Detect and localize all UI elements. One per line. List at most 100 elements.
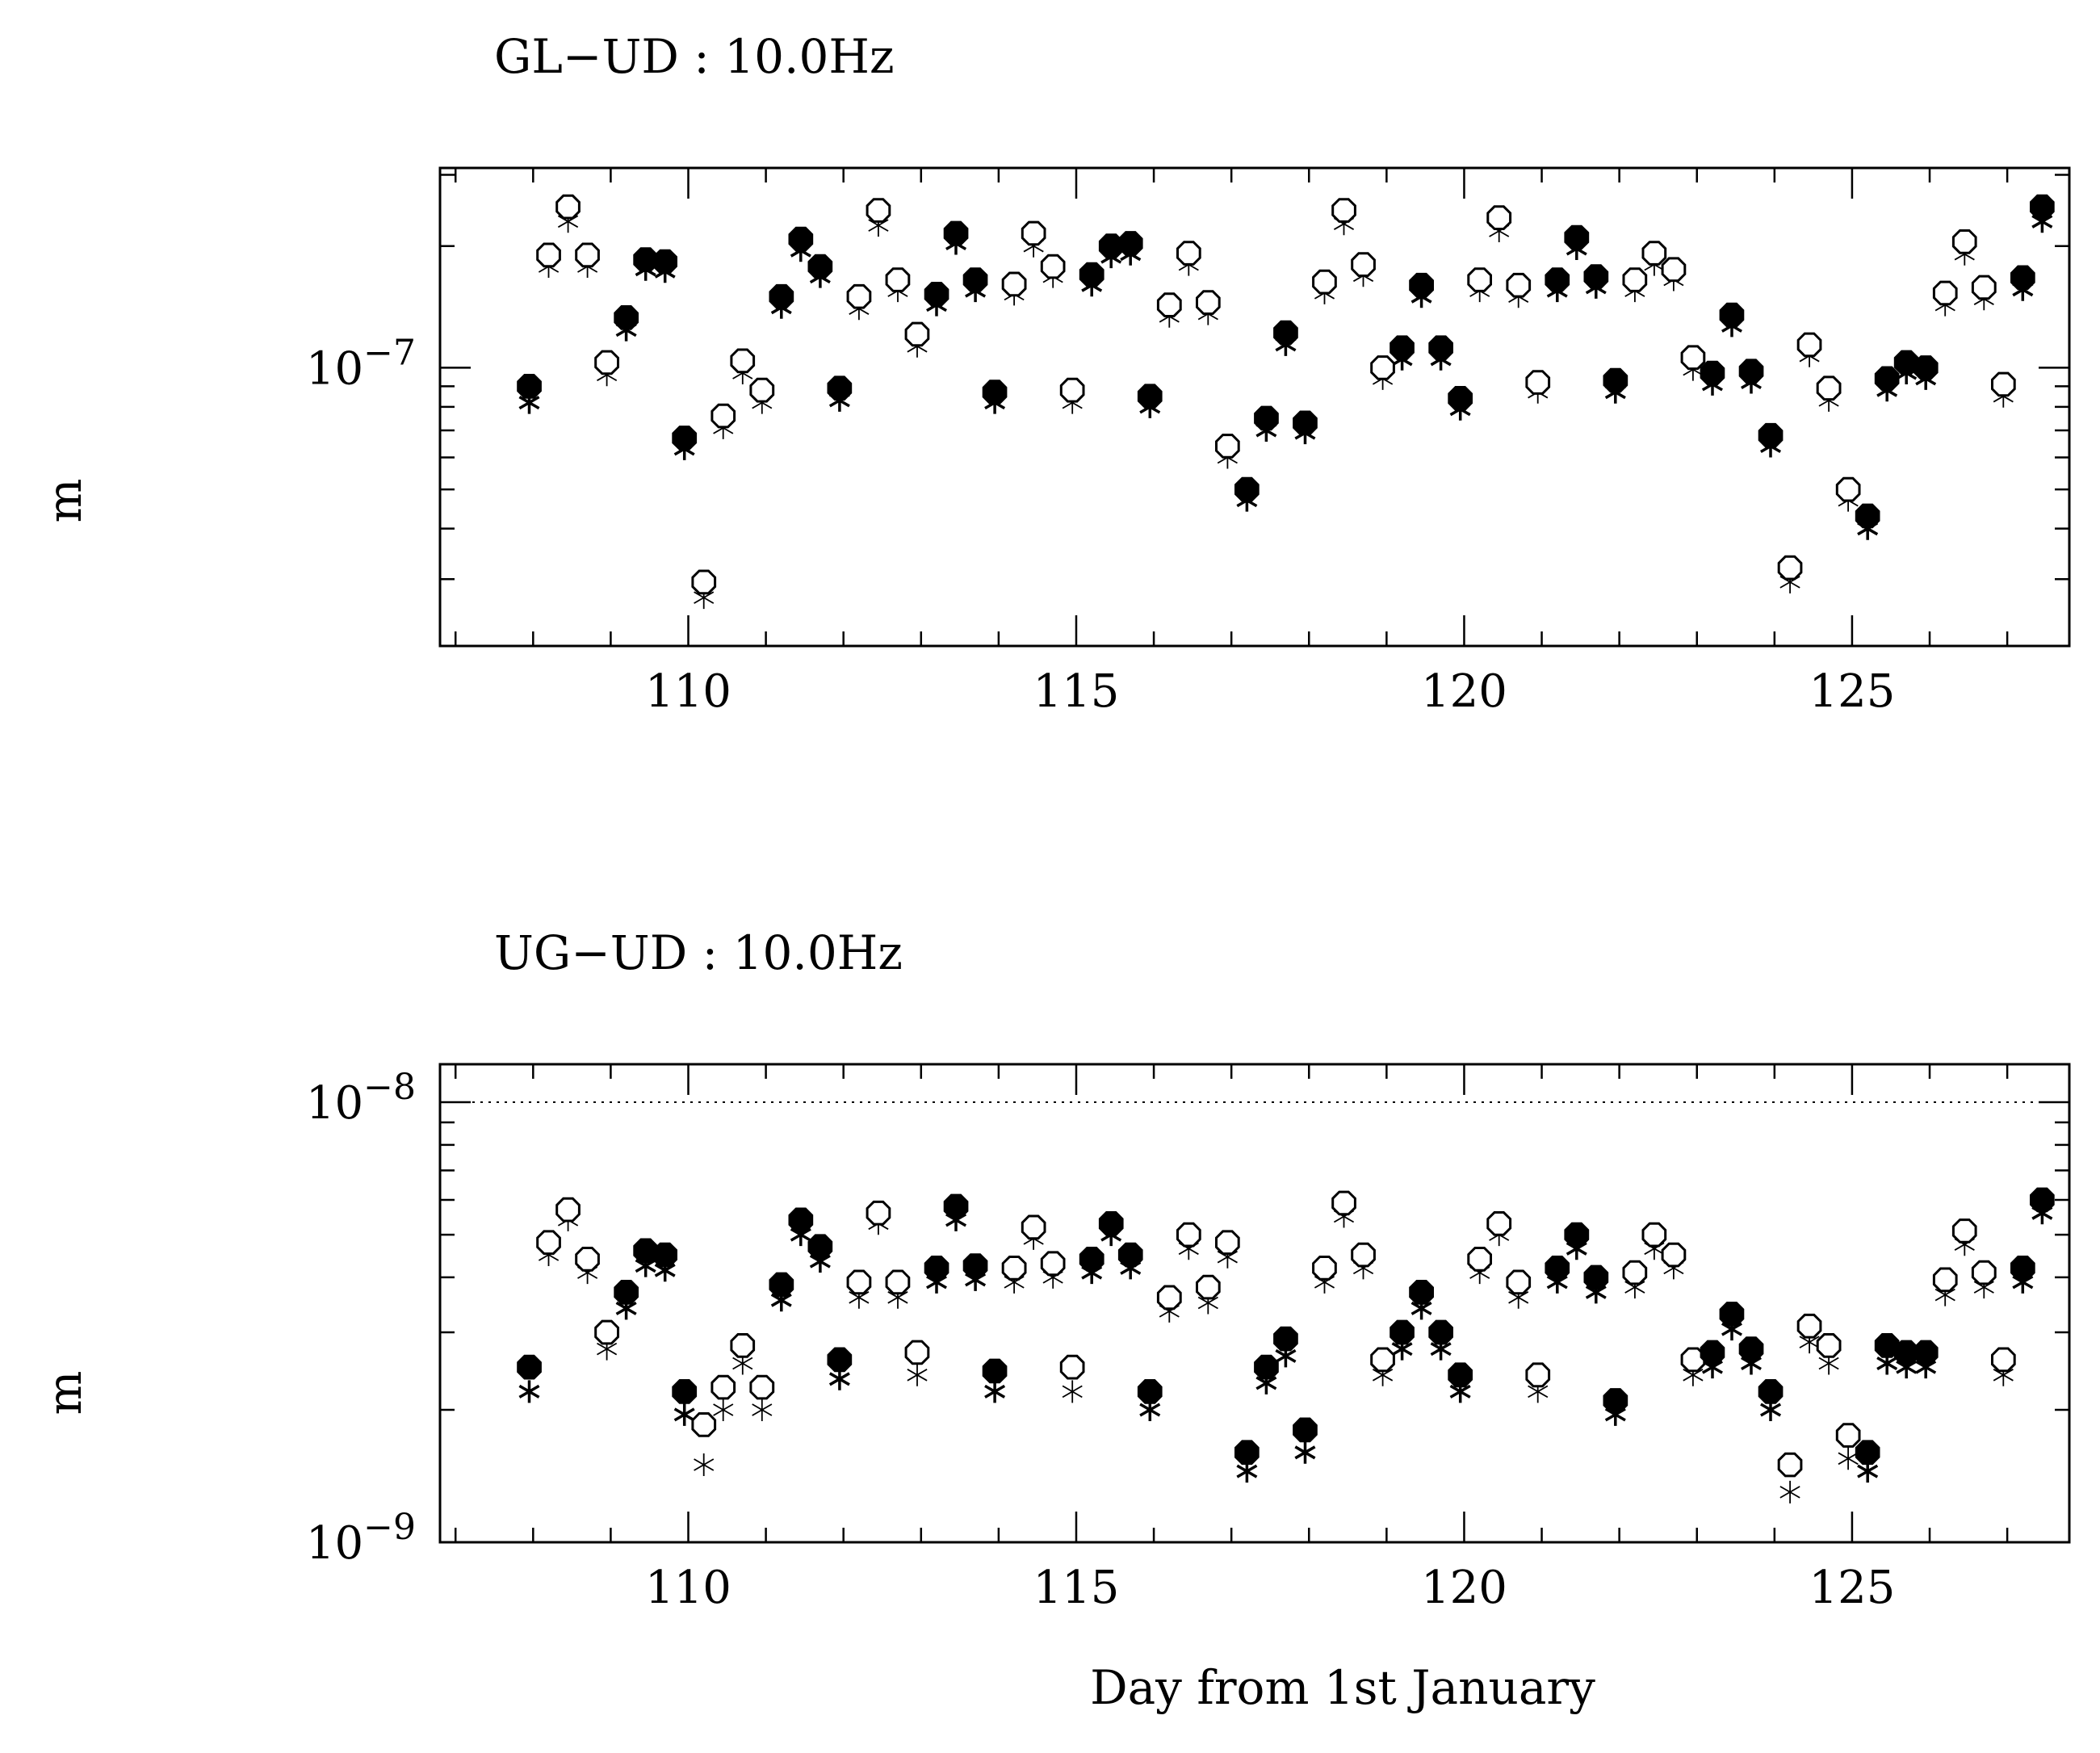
open-octagon-point bbox=[1370, 1347, 1395, 1373]
open-octagon-point bbox=[885, 1269, 911, 1295]
filled-octagon-point bbox=[1603, 367, 1628, 393]
open-octagon-point bbox=[594, 350, 619, 375]
open-octagon-point bbox=[904, 321, 930, 347]
filled-octagon-point bbox=[1855, 503, 1880, 529]
open-octagon-point bbox=[1661, 257, 1687, 283]
filled-octagon-point bbox=[2010, 1256, 2035, 1281]
asterisk-point bbox=[673, 1403, 695, 1426]
filled-octagon-point bbox=[1254, 405, 1279, 431]
asterisk-point bbox=[752, 1399, 773, 1421]
chart-title: UG−UD : 10.0Hz bbox=[494, 925, 903, 980]
filled-octagon-point bbox=[788, 226, 814, 252]
open-octagon-point bbox=[730, 1333, 756, 1358]
open-octagon-point bbox=[1525, 370, 1551, 395]
filled-octagon-point bbox=[1428, 335, 1453, 361]
open-octagon-point bbox=[1059, 377, 1085, 403]
open-octagon-point bbox=[1351, 252, 1376, 277]
open-octagon-point bbox=[1932, 280, 1958, 306]
open-octagon-point bbox=[710, 403, 736, 429]
filled-octagon-point bbox=[1603, 1388, 1628, 1413]
filled-octagon-point bbox=[1583, 264, 1609, 289]
filled-octagon-point bbox=[1137, 1379, 1163, 1404]
open-octagon-point bbox=[1040, 254, 1066, 279]
open-octagon-point bbox=[1816, 1333, 1842, 1358]
filled-octagon-point bbox=[614, 305, 639, 330]
open-octagon-point bbox=[1176, 241, 1201, 266]
open-octagon-point bbox=[1525, 1362, 1551, 1388]
open-octagon-point bbox=[1467, 1247, 1492, 1272]
asterisk-point bbox=[1294, 1441, 1316, 1464]
filled-octagon-point bbox=[807, 1234, 833, 1260]
open-octagon-point bbox=[1312, 1256, 1337, 1281]
filled-octagon-point bbox=[1293, 410, 1318, 436]
plot-frame bbox=[438, 1063, 2071, 1544]
chart-panel-gl-ud: GL−UD : 10.0Hz m 110 115 120 125 10−7 bbox=[37, 29, 2071, 718]
open-octagon-point bbox=[749, 1374, 775, 1400]
open-octagon-point bbox=[1835, 1423, 1861, 1448]
open-octagon-point bbox=[1622, 1260, 1648, 1285]
open-octagon-point bbox=[1467, 267, 1492, 292]
open-octagon-point bbox=[1176, 1222, 1201, 1248]
filled-octagon-point bbox=[1273, 1326, 1298, 1352]
x-tick-label: 120 bbox=[1421, 1562, 1507, 1614]
open-octagon-point bbox=[1971, 1260, 1997, 1285]
asterisk-point bbox=[1062, 1380, 1083, 1403]
filled-octagon-point bbox=[672, 1379, 698, 1404]
open-octagon-point bbox=[846, 283, 872, 309]
asterisk-point bbox=[984, 1380, 1006, 1403]
open-octagon-point bbox=[749, 377, 775, 403]
open-octagon-point bbox=[1661, 1242, 1687, 1268]
filled-octagon-point bbox=[1448, 386, 1473, 411]
open-octagon-point bbox=[1777, 555, 1803, 581]
open-octagon-point bbox=[1641, 1222, 1667, 1248]
filled-octagon-point bbox=[1758, 422, 1784, 448]
y-axis-label: m bbox=[37, 1371, 92, 1415]
open-octagon-point bbox=[1777, 1452, 1803, 1478]
filled-octagon-point bbox=[769, 1272, 794, 1298]
asterisk-point bbox=[907, 1363, 928, 1386]
open-octagon-point bbox=[1001, 1256, 1027, 1281]
open-octagon-point bbox=[1641, 241, 1667, 266]
open-octagon-point bbox=[1156, 292, 1182, 317]
open-octagon-point bbox=[1991, 371, 2016, 397]
open-octagon-point bbox=[1001, 271, 1027, 297]
open-octagon-point bbox=[1796, 1313, 1822, 1339]
open-octagon-point bbox=[555, 1197, 581, 1222]
open-octagon-point bbox=[1331, 198, 1356, 223]
open-octagon-point bbox=[1835, 476, 1861, 502]
open-octagon-point bbox=[536, 1230, 561, 1256]
asterisk-point bbox=[713, 1399, 734, 1421]
x-tick-label: 125 bbox=[1809, 665, 1895, 718]
filled-octagon-point bbox=[2010, 265, 2035, 291]
open-octagon-point bbox=[536, 242, 561, 268]
filled-octagon-point bbox=[1758, 1379, 1784, 1404]
chart-panel-ug-ud: UG−UD : 10.0Hz m Day from 1st January 11… bbox=[37, 925, 2071, 1715]
open-octagon-point bbox=[1971, 275, 1997, 300]
filled-octagon-point bbox=[943, 1193, 969, 1219]
open-octagon-point bbox=[1991, 1347, 2016, 1373]
open-octagon-point bbox=[691, 1412, 717, 1437]
open-octagon-point bbox=[1796, 332, 1822, 358]
open-octagon-point bbox=[1215, 1230, 1240, 1256]
filled-octagon-point bbox=[2030, 194, 2055, 220]
filled-octagon-point bbox=[827, 375, 853, 401]
plot-frame bbox=[438, 166, 2071, 648]
open-octagon-point bbox=[1196, 1274, 1221, 1300]
filled-octagon-point bbox=[788, 1207, 814, 1233]
open-octagon-point bbox=[866, 198, 891, 223]
x-axis-label: Day from 1st January bbox=[1090, 1660, 1595, 1715]
open-octagon-point bbox=[904, 1340, 930, 1365]
filled-octagon-point bbox=[1738, 1336, 1764, 1361]
filled-octagon-point bbox=[1234, 476, 1260, 502]
filled-octagon-point bbox=[1855, 1440, 1880, 1466]
open-octagon-point bbox=[594, 1319, 619, 1345]
filled-octagon-point bbox=[1545, 1256, 1570, 1281]
open-octagon-point bbox=[555, 194, 581, 220]
filled-octagon-point bbox=[1390, 335, 1415, 361]
x-tick-label: 110 bbox=[645, 665, 731, 718]
filled-octagon-point bbox=[1700, 360, 1725, 386]
open-octagon-point bbox=[1196, 290, 1221, 315]
x-tick-label: 110 bbox=[645, 1562, 731, 1614]
asterisk-point bbox=[518, 1380, 540, 1403]
